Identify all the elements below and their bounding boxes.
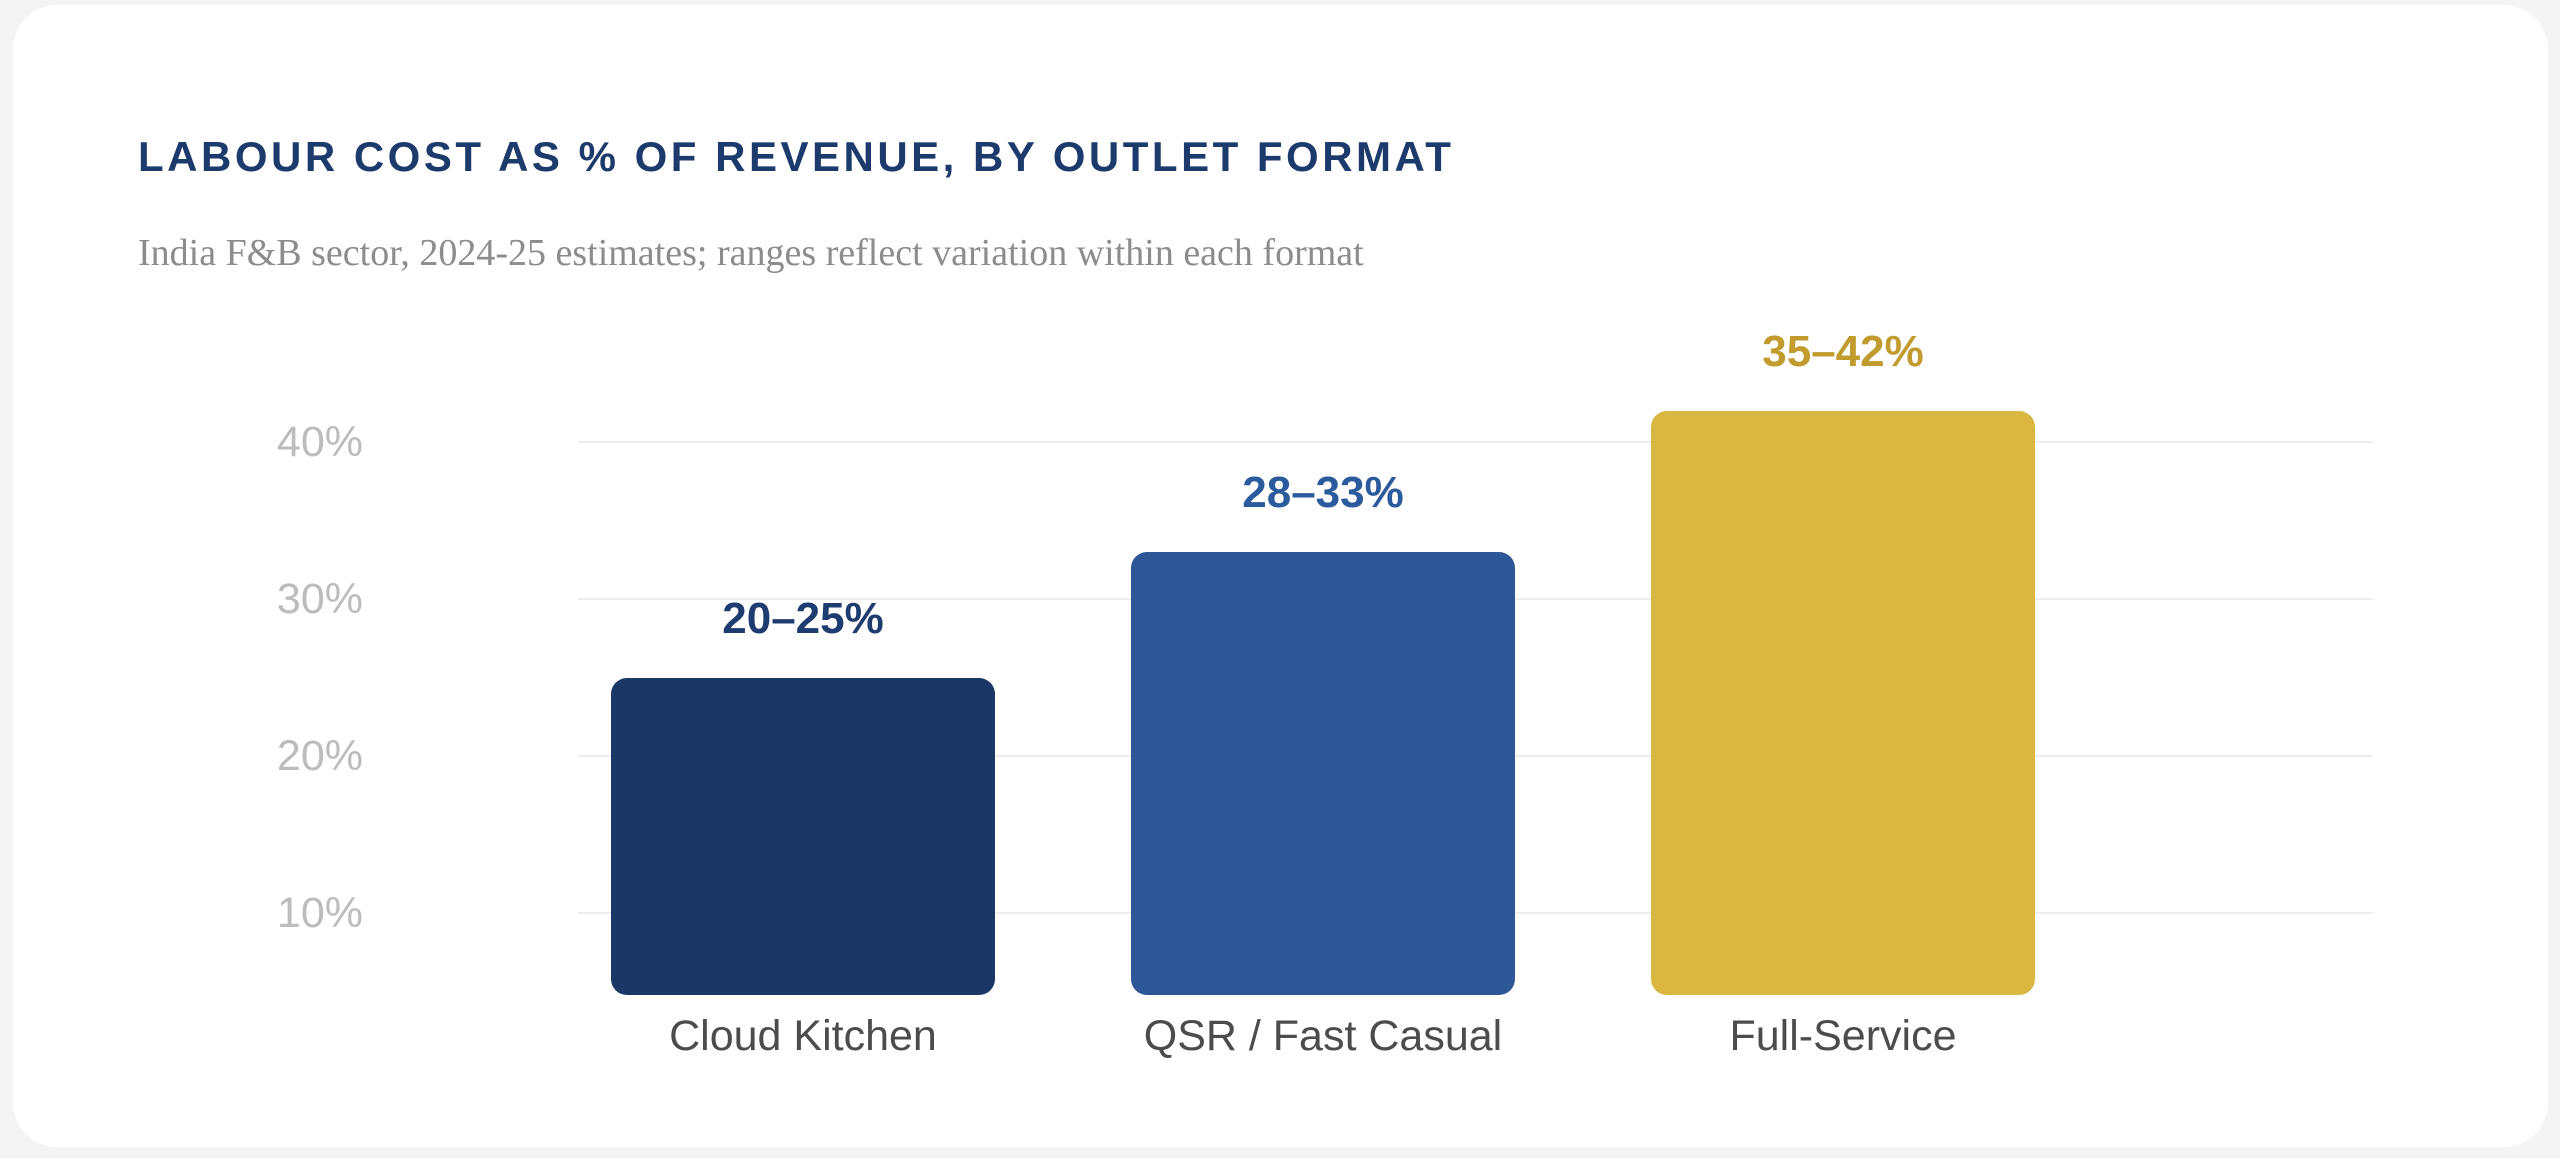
category-label-full-service: Full-Service	[1729, 1012, 1957, 1060]
value-range-label: 28–33%	[1242, 467, 1404, 517]
bar-full-service	[1651, 410, 2035, 995]
y-tick-label-30: 30%	[276, 575, 363, 624]
value-range-label: 35–42%	[1762, 326, 1924, 376]
chart-subtitle: India F&B sector, 2024-25 estimates; ran…	[138, 232, 1364, 274]
plot-area: 40% 30% 20% 10% 20–25% Cloud Kitchen 28–33%…	[13, 5, 2560, 1158]
category-label-cloud-kitchen: Cloud Kitchen	[669, 1012, 937, 1060]
y-tick-label-10: 10%	[276, 889, 363, 938]
chart-title: LABOUR COST AS % OF REVENUE, BY OUTLET F…	[138, 133, 1455, 180]
category-label-qsr-fast-casual: QSR / Fast Casual	[1143, 1012, 1503, 1060]
bar-column-full-service: 35–42% Full-Service	[1651, 5, 2035, 1158]
bar-column-qsr-fast-casual: 28–33% QSR / Fast Casual	[1131, 5, 1515, 1158]
chart-card: LABOUR COST AS % OF REVENUE, BY OUTLET F…	[13, 5, 2548, 1147]
value-range-label: 20–25%	[722, 593, 884, 643]
y-tick-label-20: 20%	[276, 732, 363, 781]
gridline-40	[578, 441, 2373, 443]
y-tick-label-40: 40%	[276, 418, 363, 466]
bar-qsr-fast-casual	[1131, 551, 1515, 995]
bar-column-cloud-kitchen: 20–25% Cloud Kitchen	[611, 5, 995, 1158]
bar-cloud-kitchen	[611, 677, 995, 995]
